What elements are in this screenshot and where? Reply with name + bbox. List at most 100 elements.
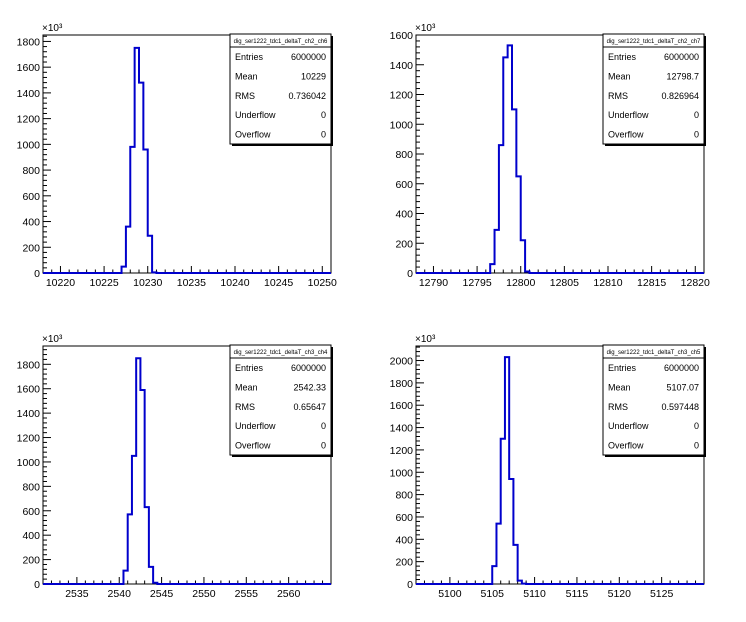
- y-tick-label: 200: [22, 242, 40, 254]
- stats-value: 0.597448: [661, 402, 699, 412]
- y-tick-label: 200: [22, 555, 40, 567]
- stats-label: Underflow: [608, 421, 649, 431]
- stats-label: Mean: [608, 382, 631, 392]
- x-tick-label: 5110: [523, 588, 546, 600]
- stats-box: [229, 33, 332, 145]
- stats-label: Entries: [608, 363, 637, 373]
- y-tick-label: 0: [407, 579, 413, 591]
- stats-value: 0: [321, 441, 326, 451]
- stats-label: RMS: [608, 91, 628, 101]
- y-exponent-label: ×10³: [42, 334, 63, 345]
- x-tick-label: 12810: [593, 277, 622, 289]
- stats-value: 2542.33: [293, 382, 326, 392]
- stats-value: 0: [321, 130, 326, 140]
- stats-title: dig_ser1222_tdc1_deltaT_ch3_ch4: [234, 350, 328, 356]
- stats-value: 0: [321, 421, 326, 431]
- stats-box: [602, 33, 705, 145]
- x-tick-label: 5125: [650, 588, 674, 600]
- y-tick-label: 0: [407, 268, 413, 280]
- x-tick-label: 10235: [177, 277, 206, 289]
- stats-value: 0: [694, 441, 699, 451]
- histogram-panel-2: 12790 12795 12800 12805 12810 12815 12820 0 200 4…: [390, 23, 710, 289]
- x-tick-label: 12820: [681, 277, 710, 289]
- stats-label: Overflow: [235, 441, 271, 451]
- y-tick-label: 1600: [390, 400, 414, 412]
- y-tick-label: 1200: [390, 445, 414, 457]
- x-tick-label: 5100: [438, 588, 462, 600]
- stats-label: Mean: [235, 71, 258, 81]
- y-tick-label: 1600: [17, 62, 41, 74]
- histogram-line: [43, 46, 331, 274]
- stats-value: 12798.7: [666, 71, 699, 81]
- y-tick-label: 1400: [390, 423, 414, 435]
- stats-title: dig_ser1222_tdc1_deltaT_ch2_ch6: [234, 39, 328, 45]
- stats-label: Underflow: [235, 421, 276, 431]
- y-tick-label: 400: [395, 209, 413, 221]
- y-exponent-label: ×10³: [415, 334, 436, 345]
- x-tick-label: 10225: [89, 277, 118, 289]
- histogram-panel-4: 5100 5105 5110 5115 5120 5125 0 200 400 600 800 100…: [390, 334, 706, 600]
- y-tick-label: 600: [395, 512, 413, 524]
- y-tick-label: 800: [395, 149, 413, 161]
- y-tick-label: 0: [34, 268, 40, 280]
- stats-value: 10229: [301, 71, 326, 81]
- x-tick-label: 10240: [220, 277, 249, 289]
- y-tick-label: 2000: [390, 356, 414, 368]
- stats-label: Overflow: [608, 130, 644, 140]
- x-tick-label: 12790: [419, 277, 448, 289]
- y-tick-label: 1200: [17, 433, 41, 445]
- stats-box: [229, 344, 332, 456]
- stats-title: dig_ser1222_tdc1_deltaT_ch3_ch5: [607, 350, 701, 356]
- stats-label: Mean: [235, 382, 258, 392]
- y-tick-label: 1600: [390, 30, 414, 42]
- stats-title: dig_ser1222_tdc1_deltaT_ch2_ch7: [607, 39, 701, 45]
- stats-label: Entries: [235, 52, 264, 62]
- y-tick-label: 1400: [17, 408, 41, 420]
- y-tick-label: 400: [395, 534, 413, 546]
- histogram-line: [416, 356, 704, 585]
- y-tick-label: 1800: [17, 36, 41, 48]
- x-tick-label: 5120: [608, 588, 632, 600]
- stats-label: Underflow: [608, 110, 649, 120]
- stats-label: Overflow: [235, 130, 271, 140]
- stats-label: Entries: [608, 52, 637, 62]
- y-tick-label: 1400: [17, 88, 41, 100]
- y-tick-label: 1400: [390, 60, 414, 72]
- stats-label: Entries: [235, 363, 264, 373]
- stats-value: 0: [694, 110, 699, 120]
- y-exponent-label: ×10³: [415, 23, 436, 34]
- histogram-panel-1: 10220 10225 10230 10235 10240 10245 10250 0 200 4…: [17, 23, 337, 289]
- y-tick-label: 600: [22, 506, 40, 518]
- stats-value: 6000000: [664, 363, 699, 373]
- y-tick-label: 1000: [390, 467, 414, 479]
- stats-value: 6000000: [291, 363, 326, 373]
- y-tick-label: 600: [22, 191, 40, 203]
- y-tick-label: 1000: [17, 457, 41, 469]
- x-tick-label: 5115: [566, 588, 589, 600]
- stats-value: 0: [694, 421, 699, 431]
- stats-value: 0.65647: [293, 402, 326, 412]
- stats-value: 0: [321, 110, 326, 120]
- stats-label: Mean: [608, 71, 631, 81]
- x-tick-label: 12815: [637, 277, 666, 289]
- x-tick-label: 12795: [462, 277, 491, 289]
- y-tick-label: 400: [22, 530, 40, 542]
- x-tick-label: 2555: [235, 588, 259, 600]
- stats-label: RMS: [235, 91, 255, 101]
- x-tick-label: 10230: [133, 277, 162, 289]
- y-tick-label: 1800: [17, 359, 41, 371]
- y-tick-label: 1200: [17, 114, 41, 126]
- x-tick-label: 12805: [550, 277, 579, 289]
- y-exponent-label: ×10³: [42, 23, 63, 34]
- x-tick-label: 10245: [264, 277, 293, 289]
- x-tick-label: 2560: [277, 588, 301, 600]
- y-tick-label: 200: [395, 238, 413, 250]
- stats-label: Underflow: [235, 110, 276, 120]
- y-tick-label: 600: [395, 179, 413, 191]
- stats-value: 6000000: [664, 52, 699, 62]
- x-tick-label: 10220: [46, 277, 75, 289]
- y-tick-label: 800: [395, 490, 413, 502]
- x-tick-label: 2540: [108, 588, 132, 600]
- stats-value: 5107.07: [666, 382, 699, 392]
